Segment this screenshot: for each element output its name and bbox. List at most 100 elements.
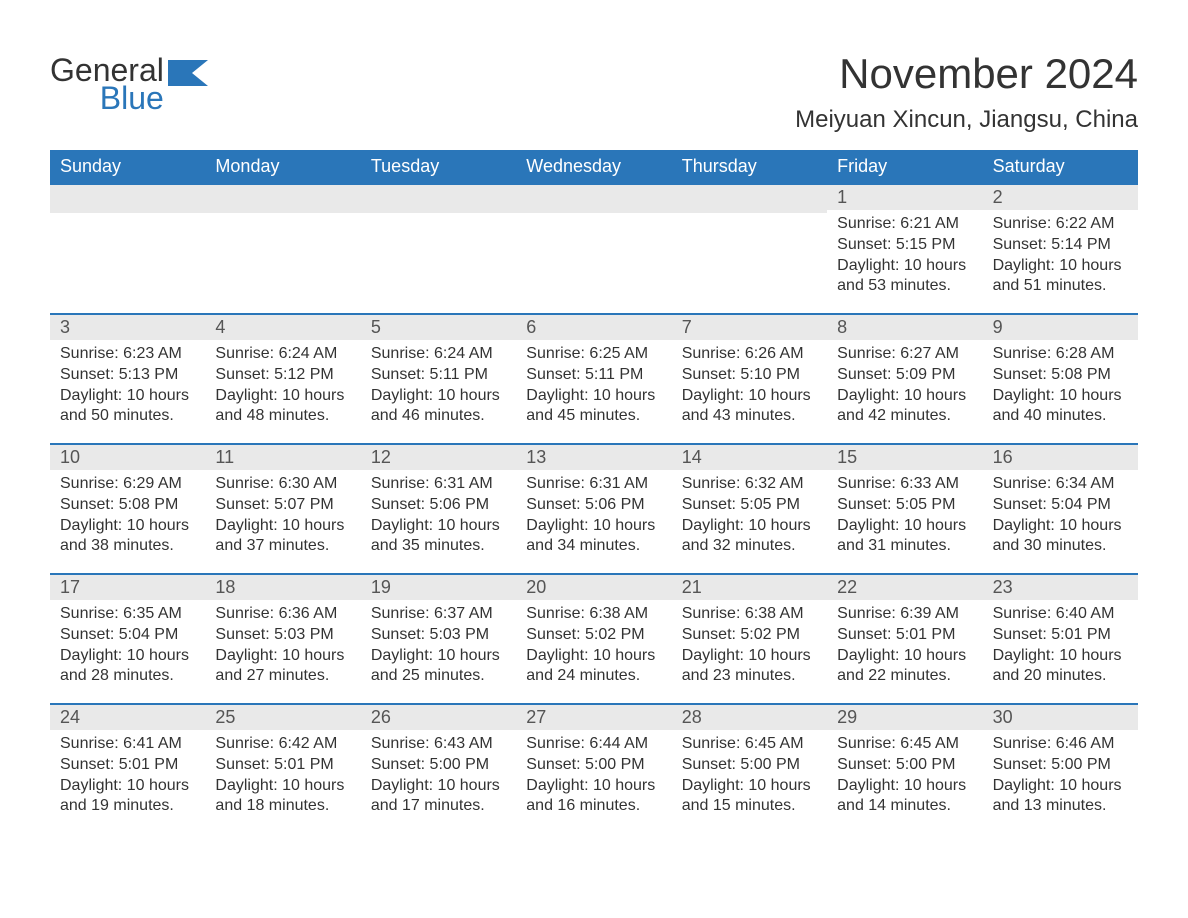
calendar-empty	[361, 185, 516, 313]
header-bar: General Blue November 2024 Meiyuan Xincu…	[50, 50, 1138, 134]
sunrise-text: Sunrise: 6:23 AM	[60, 344, 195, 365]
sunset-text: Sunset: 5:01 PM	[837, 625, 972, 646]
calendar-day: 9Sunrise: 6:28 AMSunset: 5:08 PMDaylight…	[983, 315, 1138, 443]
daylight-text: Daylight: 10 hours and 30 minutes.	[993, 516, 1128, 558]
day-number: 18	[205, 575, 360, 600]
daylight-text: Daylight: 10 hours and 34 minutes.	[526, 516, 661, 558]
daylight-text: Daylight: 10 hours and 23 minutes.	[682, 646, 817, 688]
day-number: 28	[672, 705, 827, 730]
calendar-day: 8Sunrise: 6:27 AMSunset: 5:09 PMDaylight…	[827, 315, 982, 443]
sunset-text: Sunset: 5:05 PM	[682, 495, 817, 516]
calendar-day: 18Sunrise: 6:36 AMSunset: 5:03 PMDayligh…	[205, 575, 360, 703]
sunset-text: Sunset: 5:10 PM	[682, 365, 817, 386]
sunrise-text: Sunrise: 6:22 AM	[993, 214, 1128, 235]
sunrise-text: Sunrise: 6:29 AM	[60, 474, 195, 495]
day-details: Sunrise: 6:24 AMSunset: 5:11 PMDaylight:…	[361, 340, 516, 433]
day-details: Sunrise: 6:38 AMSunset: 5:02 PMDaylight:…	[672, 600, 827, 693]
sunrise-text: Sunrise: 6:33 AM	[837, 474, 972, 495]
day-number: 13	[516, 445, 671, 470]
daylight-text: Daylight: 10 hours and 45 minutes.	[526, 386, 661, 428]
calendar-day: 14Sunrise: 6:32 AMSunset: 5:05 PMDayligh…	[672, 445, 827, 573]
day-number: 7	[672, 315, 827, 340]
sunset-text: Sunset: 5:08 PM	[993, 365, 1128, 386]
sunset-text: Sunset: 5:15 PM	[837, 235, 972, 256]
sunrise-text: Sunrise: 6:30 AM	[215, 474, 350, 495]
day-details: Sunrise: 6:29 AMSunset: 5:08 PMDaylight:…	[50, 470, 205, 563]
calendar-day: 13Sunrise: 6:31 AMSunset: 5:06 PMDayligh…	[516, 445, 671, 573]
daylight-text: Daylight: 10 hours and 32 minutes.	[682, 516, 817, 558]
calendar-day: 30Sunrise: 6:46 AMSunset: 5:00 PMDayligh…	[983, 705, 1138, 833]
calendar-week: 10Sunrise: 6:29 AMSunset: 5:08 PMDayligh…	[50, 443, 1138, 573]
sunrise-text: Sunrise: 6:34 AM	[993, 474, 1128, 495]
day-number: 29	[827, 705, 982, 730]
sunrise-text: Sunrise: 6:26 AM	[682, 344, 817, 365]
daylight-text: Daylight: 10 hours and 28 minutes.	[60, 646, 195, 688]
day-details: Sunrise: 6:45 AMSunset: 5:00 PMDaylight:…	[827, 730, 982, 823]
sunrise-text: Sunrise: 6:27 AM	[837, 344, 972, 365]
sunset-text: Sunset: 5:11 PM	[526, 365, 661, 386]
location-subtitle: Meiyuan Xincun, Jiangsu, China	[795, 106, 1138, 134]
brand-logo-text: General Blue	[50, 54, 164, 114]
sunrise-text: Sunrise: 6:44 AM	[526, 734, 661, 755]
sunrise-text: Sunrise: 6:21 AM	[837, 214, 972, 235]
daylight-text: Daylight: 10 hours and 16 minutes.	[526, 776, 661, 818]
day-details: Sunrise: 6:28 AMSunset: 5:08 PMDaylight:…	[983, 340, 1138, 433]
calendar-day: 2Sunrise: 6:22 AMSunset: 5:14 PMDaylight…	[983, 185, 1138, 313]
day-number: 25	[205, 705, 360, 730]
daylight-text: Daylight: 10 hours and 48 minutes.	[215, 386, 350, 428]
sunrise-text: Sunrise: 6:45 AM	[837, 734, 972, 755]
sunrise-text: Sunrise: 6:28 AM	[993, 344, 1128, 365]
sunset-text: Sunset: 5:02 PM	[526, 625, 661, 646]
calendar-empty	[516, 185, 671, 313]
day-number: 24	[50, 705, 205, 730]
sunset-text: Sunset: 5:09 PM	[837, 365, 972, 386]
day-details: Sunrise: 6:35 AMSunset: 5:04 PMDaylight:…	[50, 600, 205, 693]
calendar-day: 26Sunrise: 6:43 AMSunset: 5:00 PMDayligh…	[361, 705, 516, 833]
calendar-day: 12Sunrise: 6:31 AMSunset: 5:06 PMDayligh…	[361, 445, 516, 573]
calendar-day: 29Sunrise: 6:45 AMSunset: 5:00 PMDayligh…	[827, 705, 982, 833]
day-details: Sunrise: 6:30 AMSunset: 5:07 PMDaylight:…	[205, 470, 360, 563]
daylight-text: Daylight: 10 hours and 24 minutes.	[526, 646, 661, 688]
day-number: 10	[50, 445, 205, 470]
sunrise-text: Sunrise: 6:36 AM	[215, 604, 350, 625]
day-details: Sunrise: 6:34 AMSunset: 5:04 PMDaylight:…	[983, 470, 1138, 563]
sunset-text: Sunset: 5:12 PM	[215, 365, 350, 386]
daylight-text: Daylight: 10 hours and 40 minutes.	[993, 386, 1128, 428]
daylight-text: Daylight: 10 hours and 25 minutes.	[371, 646, 506, 688]
day-details: Sunrise: 6:21 AMSunset: 5:15 PMDaylight:…	[827, 210, 982, 303]
daylight-text: Daylight: 10 hours and 38 minutes.	[60, 516, 195, 558]
calendar-day: 19Sunrise: 6:37 AMSunset: 5:03 PMDayligh…	[361, 575, 516, 703]
day-number: 26	[361, 705, 516, 730]
calendar-day: 7Sunrise: 6:26 AMSunset: 5:10 PMDaylight…	[672, 315, 827, 443]
sunrise-text: Sunrise: 6:41 AM	[60, 734, 195, 755]
calendar-week: 24 Sunrise: 6:41 AM Sunset: 5:01 PM Dayligh…	[50, 703, 1138, 833]
day-details: Sunrise: 6:31 AMSunset: 5:06 PMDaylight:…	[361, 470, 516, 563]
calendar-day: 6Sunrise: 6:25 AMSunset: 5:11 PMDaylight…	[516, 315, 671, 443]
day-number: 11	[205, 445, 360, 470]
calendar-day: 27Sunrise: 6:44 AMSunset: 5:00 PMDayligh…	[516, 705, 671, 833]
sunrise-text: Sunrise: 6:37 AM	[371, 604, 506, 625]
calendar-day: 11Sunrise: 6:30 AMSunset: 5:07 PMDayligh…	[205, 445, 360, 573]
sunset-text: Sunset: 5:01 PM	[215, 755, 350, 776]
sunrise-text: Sunrise: 6:31 AM	[371, 474, 506, 495]
sunrise-text: Sunrise: 6:25 AM	[526, 344, 661, 365]
day-number: 1	[827, 185, 982, 210]
sunset-text: Sunset: 5:14 PM	[993, 235, 1128, 256]
day-number: 5	[361, 315, 516, 340]
calendar-day: 1Sunrise: 6:21 AMSunset: 5:15 PMDaylight…	[827, 185, 982, 313]
daylight-text: Daylight: 10 hours and 17 minutes.	[371, 776, 506, 818]
calendar-day: 16Sunrise: 6:34 AMSunset: 5:04 PMDayligh…	[983, 445, 1138, 573]
calendar-week: 1Sunrise: 6:21 AMSunset: 5:15 PMDaylight…	[50, 185, 1138, 313]
day-number: 17	[50, 575, 205, 600]
day-details: Sunrise: 6:33 AMSunset: 5:05 PMDaylight:…	[827, 470, 982, 563]
calendar-empty	[205, 185, 360, 313]
weekday-header: Friday	[827, 150, 982, 185]
daylight-text: Daylight: 10 hours and 53 minutes.	[837, 256, 972, 298]
day-number: 23	[983, 575, 1138, 600]
day-number: 15	[827, 445, 982, 470]
calendar-day: 24Sunrise: 6:41 AMSunset: 5:01 PMDayligh…	[50, 705, 205, 833]
sunrise-text: Sunrise: 6:32 AM	[682, 474, 817, 495]
weekday-header: Tuesday	[361, 150, 516, 185]
daylight-text: Daylight: 10 hours and 19 minutes.	[60, 776, 195, 818]
day-number: 20	[516, 575, 671, 600]
